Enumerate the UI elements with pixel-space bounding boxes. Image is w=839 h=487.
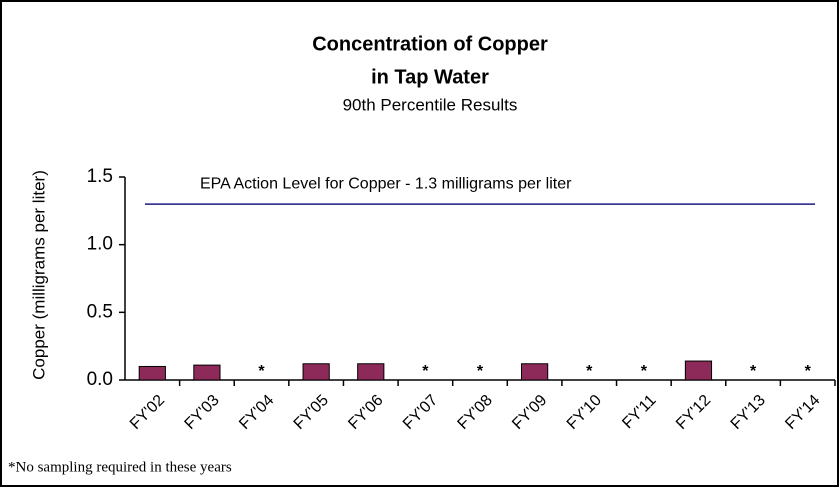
value-label: * — [805, 363, 812, 380]
y-tick-label: 1.5 — [87, 166, 113, 187]
value-label: * — [641, 363, 648, 380]
chart-subtitle: 90th Percentile Results — [343, 95, 518, 114]
value-label: * — [258, 363, 265, 380]
chart-title: in Tap Water — [371, 66, 489, 88]
bar — [357, 363, 385, 381]
value-label: * — [477, 363, 484, 380]
value-label: * — [586, 363, 593, 380]
bar — [521, 363, 549, 381]
footnote: *No sampling required in these years — [8, 459, 232, 475]
bar — [138, 365, 166, 381]
reference-label: EPA Action Level for Copper - 1.3 millig… — [200, 175, 572, 192]
bar — [193, 364, 221, 381]
y-tick-label: 0.0 — [87, 369, 113, 390]
bar — [684, 360, 713, 381]
chart-title: Concentration of Copper — [312, 33, 548, 55]
value-label: * — [750, 363, 757, 380]
value-label: * — [422, 363, 429, 380]
bar — [302, 363, 330, 381]
y-axis-label: Copper (milligrams per liter) — [29, 170, 48, 380]
y-tick-label: 1.0 — [87, 234, 113, 255]
y-tick-label: 0.5 — [87, 301, 113, 322]
